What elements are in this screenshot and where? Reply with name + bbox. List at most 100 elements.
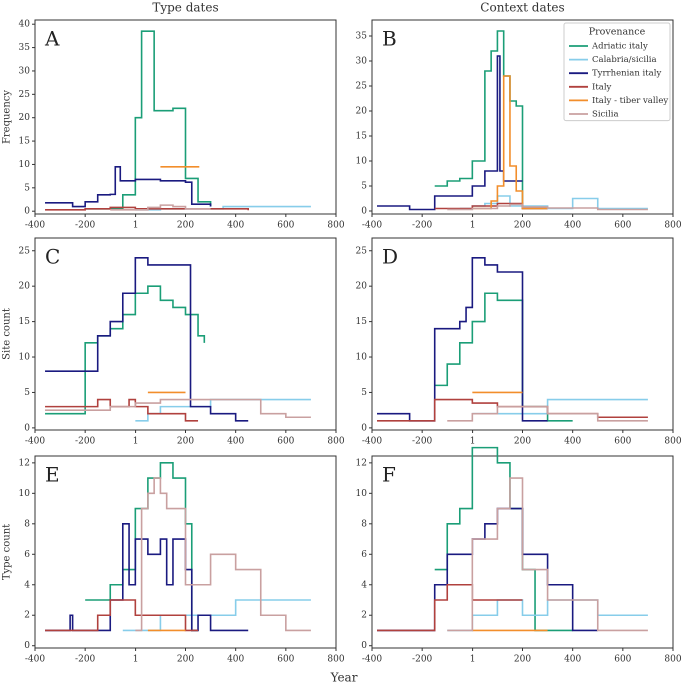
series-line [45,398,311,419]
legend-title: Provenance [589,27,646,38]
series-line [447,477,648,632]
legend-label: Adriatic italy [591,42,648,52]
y-axis-label: Site count [2,308,13,360]
series-line [447,599,648,632]
plot-frame [34,237,337,431]
legend-label: Italy [592,82,612,92]
x-tick-label: 400 [227,655,244,665]
x-tick-label: 400 [227,437,244,447]
y-tick-label: 0 [361,641,367,651]
x-tick-label: -200 [75,437,95,447]
y-tick-label: 4 [361,580,367,590]
legend-label: Tyrrhenian italy [592,69,661,79]
series-line [45,523,249,632]
series-line [110,204,211,211]
x-tick-label: 1 [133,221,139,231]
y-tick-label: 30 [19,66,31,76]
series-line [45,285,206,415]
series-line [377,583,523,632]
x-tick-label: -400 [25,437,45,447]
y-tick-label: 20 [356,107,368,117]
series-line [45,599,199,632]
y-tick-label: 35 [356,32,368,42]
series-line [447,405,648,422]
x-tick-label: 600 [277,221,294,231]
x-tick-label: 800 [664,655,681,665]
y-tick-label: 20 [356,282,368,292]
y-tick-label: 10 [356,489,368,499]
panel-label: C [45,245,60,269]
y-tick-label: 12 [356,458,367,468]
y-tick-label: 20 [19,113,31,123]
y-tick-label: 10 [356,157,368,167]
series-line [45,398,199,422]
x-tick-label: 600 [277,655,294,665]
y-tick-label: 0 [24,207,30,217]
x-tick-label: -400 [25,655,45,665]
x-tick-label: 1 [133,655,139,665]
series-line [377,398,648,422]
y-tick-label: 8 [24,519,30,529]
y-tick-label: 15 [356,317,368,327]
panel-label: E [45,463,60,487]
x-tick-label: 1 [470,437,476,447]
y-tick-label: 0 [361,423,367,433]
y-tick-label: 25 [19,246,31,256]
y-tick-label: 2 [361,611,367,621]
y-tick-label: 12 [19,458,30,468]
x-tick-label: 400 [564,437,581,447]
x-tick-label: 200 [177,437,194,447]
y-tick-label: 8 [361,519,367,529]
legend-box [563,22,671,122]
x-tick-label: 600 [614,221,631,231]
x-tick-label: 800 [327,437,344,447]
y-tick-label: 10 [19,489,31,499]
x-tick-label: 600 [277,437,294,447]
x-tick-label: -200 [75,221,95,231]
x-tick-label: 200 [514,655,531,665]
series-line [45,206,250,211]
x-tick-label: 400 [564,655,581,665]
x-tick-label: -400 [25,221,45,231]
y-tick-label: 2 [24,611,30,621]
series-line [472,75,548,210]
x-tick-label: -400 [362,221,382,231]
y-tick-label: 6 [361,550,367,560]
y-tick-label: 15 [356,132,368,142]
x-tick-label: 800 [664,221,681,231]
x-tick-label: 1 [470,221,476,231]
x-tick-label: 200 [514,221,531,231]
y-tick-label: 10 [19,353,31,363]
y-tick-label: 25 [19,90,31,100]
series-line [434,30,548,210]
x-tick-label: 800 [327,655,344,665]
y-tick-label: 15 [19,317,31,327]
y-axis-label: Type count [2,524,13,580]
series-line [447,203,648,211]
y-tick-label: 35 [19,43,31,53]
x-tick-label: 1 [133,437,139,447]
panel-label: A [44,27,60,51]
y-axis-label: Frequency [2,90,13,144]
x-tick-label: 200 [177,655,194,665]
x-tick-label: 600 [614,437,631,447]
legend-label: Calabria/sicilia [592,55,657,65]
y-tick-label: 25 [356,246,368,256]
y-tick-label: 5 [361,182,367,192]
series-line [377,507,598,632]
series-line [377,257,548,422]
x-axis-label: Year [330,671,358,685]
series-line [135,477,311,632]
x-tick-label: 800 [327,221,344,231]
y-tick-label: 20 [19,282,31,292]
x-tick-label: 400 [227,221,244,231]
x-tick-label: -400 [362,437,382,447]
x-tick-label: 600 [614,655,631,665]
series-line [135,398,311,422]
y-tick-label: 4 [24,580,30,590]
x-tick-label: -200 [412,655,432,665]
y-tick-label: 6 [24,550,30,560]
y-tick-label: 0 [361,207,367,217]
x-tick-label: 200 [177,221,194,231]
